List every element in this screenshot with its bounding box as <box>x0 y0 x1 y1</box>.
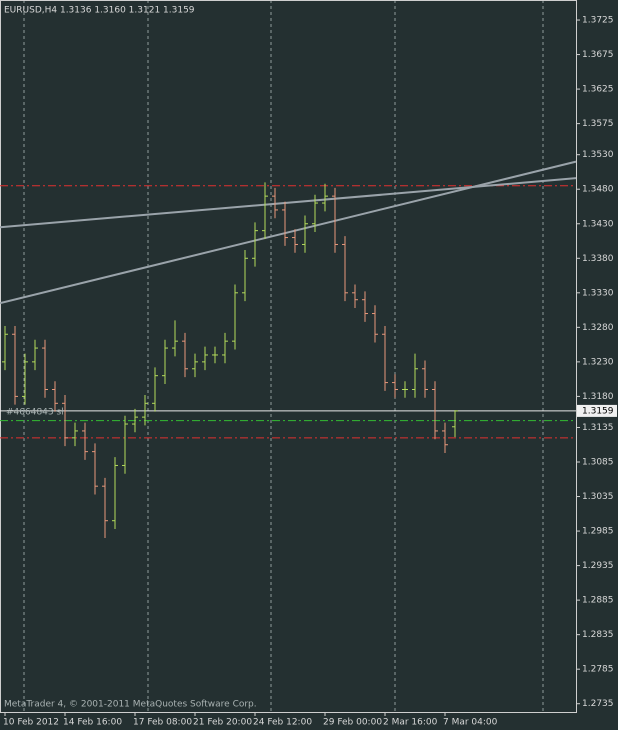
x-tick-label: 7 Mar 04:00 <box>443 718 498 728</box>
y-tick-label: 1.3725 <box>582 16 614 26</box>
x-tick-label: 29 Feb 00:00 <box>323 718 382 728</box>
x-tick-label: 14 Feb 16:00 <box>63 718 122 728</box>
y-tick-label: 1.3480 <box>582 185 614 195</box>
last-price-box <box>577 404 617 417</box>
y-tick-label: 1.3530 <box>582 150 614 160</box>
trend-line <box>0 177 577 229</box>
x-tick-label: 24 Feb 12:00 <box>253 718 312 728</box>
footer: MetaTrader 4, © 2001-2011 MetaQuotes Sof… <box>4 700 257 710</box>
y-tick-label: 1.3380 <box>582 254 614 264</box>
y-tick-label: 1.3280 <box>582 323 614 333</box>
y-tick-label: 1.3430 <box>582 219 614 229</box>
y-tick-label: 1.3330 <box>582 288 614 298</box>
y-tick-label: 1.3135 <box>582 423 614 433</box>
x-tick-label: 21 Feb 20:00 <box>193 718 252 728</box>
y-tick-label: 1.2985 <box>582 527 614 537</box>
y-tick-label: 1.3575 <box>582 119 614 129</box>
x-tick-label: 17 Feb 08:00 <box>133 718 192 728</box>
y-tick-label: 1.3085 <box>582 458 614 468</box>
y-tick-label: 1.3675 <box>582 50 614 60</box>
y-tick-label: 1.2735 <box>582 699 614 709</box>
y-tick-label: 1.2885 <box>582 596 614 606</box>
x-tick-label: 2 Mar 16:00 <box>383 718 438 728</box>
chart-title: EURUSD,H4 1.3136 1.3160 1.3121 1.3159 <box>4 6 195 16</box>
x-tick-label: 10 Feb 2012 <box>3 718 59 728</box>
y-tick-label: 1.3035 <box>582 492 614 502</box>
y-tick-label: 1.2935 <box>582 561 614 571</box>
y-tick-label: 1.3625 <box>582 85 614 95</box>
y-tick-label: 1.2785 <box>582 665 614 675</box>
vertical-grid <box>23 0 544 712</box>
last-price-label: 1.3159 <box>582 406 614 416</box>
y-tick-label: 1.3230 <box>582 357 614 367</box>
trend-line <box>0 160 577 305</box>
y-tick-label: 1.3180 <box>582 392 614 402</box>
y-tick-label: 1.2835 <box>582 630 614 640</box>
order-label: #4664843 sl <box>6 407 64 417</box>
plot-frame <box>0 0 577 713</box>
